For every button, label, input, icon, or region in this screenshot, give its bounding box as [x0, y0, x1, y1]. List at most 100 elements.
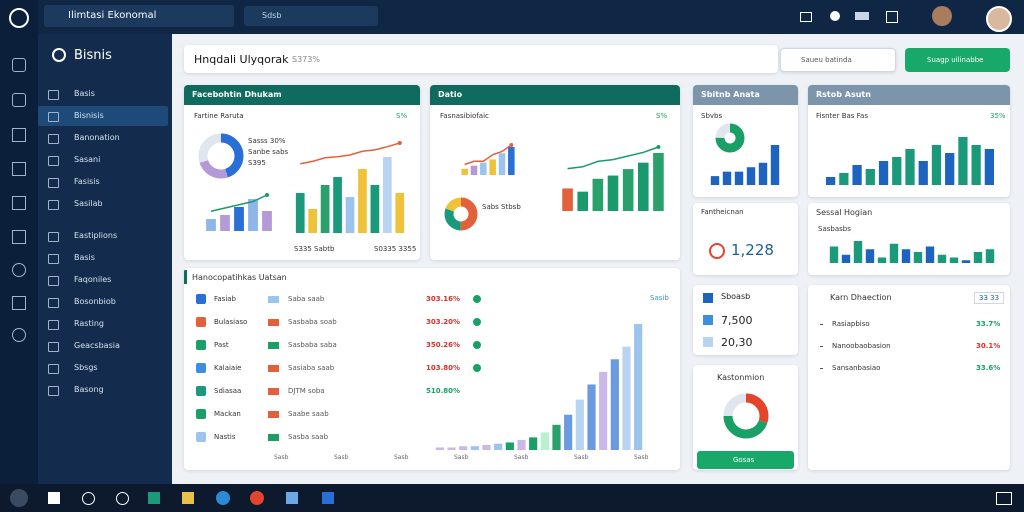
- avatar[interactable]: [932, 6, 952, 26]
- list-title: Karn Dhaection: [830, 293, 892, 302]
- bar: [470, 446, 479, 450]
- taskbar-icon[interactable]: [182, 492, 194, 504]
- taskbar-icon[interactable]: [322, 492, 334, 504]
- row-change: 510.80%: [426, 387, 461, 395]
- row-detail: Sasiaba saab: [288, 364, 335, 372]
- sidebar-item[interactable]: Sasilab: [74, 199, 103, 208]
- line-chart: [464, 143, 514, 166]
- list-card: Karn Dhaection 33 33 Rasiapbiso 33.7% Nano…: [808, 285, 1010, 470]
- taskbar-icon[interactable]: [148, 492, 160, 504]
- search-box[interactable]: [244, 6, 378, 26]
- bar: [459, 446, 468, 450]
- rail-icon[interactable]: [12, 128, 26, 142]
- sidebar-item[interactable]: Bosonbiob: [74, 297, 116, 306]
- card-button[interactable]: Gosas: [697, 451, 794, 469]
- rail-icon[interactable]: [12, 263, 26, 277]
- bar: [577, 191, 589, 211]
- bar-chart: [825, 137, 995, 185]
- search-button-label: Saueu batinda: [801, 56, 852, 64]
- taskbar-icon[interactable]: [216, 491, 230, 505]
- sidebar-icon: [48, 386, 59, 396]
- sidebar-item[interactable]: Basong: [74, 385, 104, 394]
- bar: [984, 149, 995, 185]
- sidebar-item[interactable]: Banonation: [74, 133, 120, 142]
- icon[interactable]: [830, 11, 840, 21]
- action-button-label: Suagp uilinabbe: [927, 56, 984, 64]
- rail-icon[interactable]: [12, 196, 26, 210]
- taskbar-icon[interactable]: [10, 489, 28, 507]
- row-swatch: [268, 388, 279, 395]
- bar: [905, 149, 915, 185]
- sidebar-item[interactable]: Rasting: [74, 319, 104, 328]
- rail-icon[interactable]: [12, 58, 26, 72]
- sidebar-item[interactable]: Bisnisis: [74, 111, 104, 120]
- notification-icon[interactable]: [996, 492, 1012, 505]
- bar: [865, 249, 875, 263]
- sidebar-item[interactable]: Basis: [74, 89, 95, 98]
- pie-chart: [444, 197, 478, 231]
- card-title: Fasnasibiofaic: [440, 112, 489, 120]
- sidebar-item[interactable]: Sasani: [74, 155, 101, 164]
- kpi-value: 1,228: [731, 241, 774, 259]
- bar: [710, 176, 720, 185]
- icon[interactable]: [800, 12, 812, 22]
- rail-icon[interactable]: [12, 93, 26, 107]
- bar: [913, 252, 923, 263]
- bar-chart: [461, 147, 515, 175]
- rail-icon[interactable]: [12, 162, 26, 176]
- rail-icon[interactable]: [12, 230, 26, 244]
- sidebar-icon: [48, 276, 59, 286]
- row-swatch: [268, 319, 279, 326]
- bar: [949, 257, 959, 263]
- bar: [564, 414, 573, 450]
- app-title: Ilimtasi Ekonomal: [68, 10, 157, 21]
- taskbar-icon[interactable]: [82, 492, 95, 505]
- avatar[interactable]: [986, 6, 1012, 32]
- top-bar: Ilimtasi Ekonomal Sdsb: [0, 0, 1024, 34]
- row-icon: [196, 340, 206, 350]
- bar: [234, 207, 244, 231]
- taskbar-icon[interactable]: [286, 492, 298, 504]
- taskbar-icon[interactable]: [116, 492, 129, 505]
- bar: [889, 243, 899, 263]
- bar: [508, 147, 515, 175]
- row-swatch: [268, 434, 279, 441]
- icon[interactable]: [886, 11, 898, 23]
- sidebar-item[interactable]: Basis: [74, 253, 95, 262]
- bar: [878, 161, 889, 185]
- bar: [945, 153, 955, 185]
- sidebar-item[interactable]: Fasisis: [74, 177, 100, 186]
- row-name: Kalaiaie: [214, 364, 242, 372]
- card-label: Fisnter Bas Fas: [816, 112, 868, 120]
- legend-item: S395: [248, 159, 266, 167]
- bar: [482, 444, 491, 450]
- rail-icon[interactable]: [12, 296, 26, 310]
- card-header: Sbitnb Anata: [693, 85, 798, 105]
- sidebar-item[interactable]: Sbsgs: [74, 363, 98, 372]
- rail-logo[interactable]: [9, 8, 29, 28]
- rail-icon[interactable]: [12, 328, 26, 342]
- sidebar-item[interactable]: Geacsbasia: [74, 341, 120, 350]
- bar-chart: [562, 153, 664, 211]
- bar: [382, 157, 392, 233]
- line: [300, 142, 400, 165]
- sidebar-item[interactable]: Eastiplions: [74, 231, 118, 240]
- bar: [540, 432, 549, 450]
- bar: [529, 437, 538, 450]
- bar: [308, 209, 318, 233]
- legend-swatch: [703, 293, 713, 303]
- line-point: [656, 145, 661, 149]
- donut-chart: [723, 393, 769, 439]
- search-button[interactable]: Saueu batinda: [780, 48, 896, 72]
- icon[interactable]: [855, 12, 869, 20]
- sidebar-logo: [52, 48, 66, 62]
- bar: [722, 171, 732, 185]
- row-change: 350.26%: [426, 341, 461, 349]
- taskbar-icon[interactable]: [250, 491, 264, 505]
- start-button[interactable]: [48, 492, 60, 504]
- donut-segment: [198, 133, 244, 179]
- card: Rstob Asutn Fisnter Bas Fas 35%: [808, 85, 1010, 197]
- line-chart: [300, 141, 402, 165]
- sidebar-item[interactable]: Faqoniles: [74, 275, 112, 284]
- action-button[interactable]: Suagp uilinabbe: [905, 48, 1010, 72]
